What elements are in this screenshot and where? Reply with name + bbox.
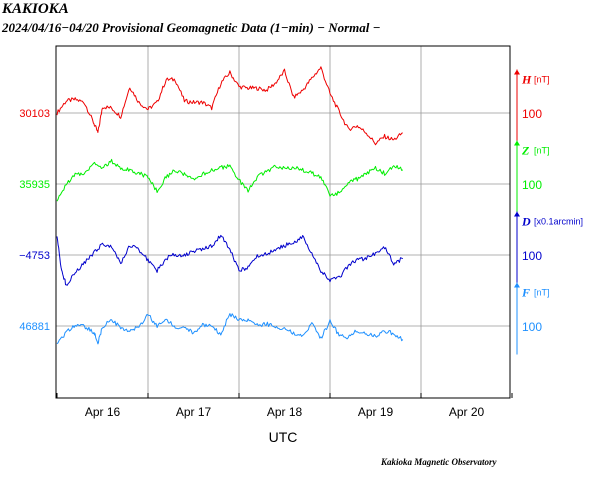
plot-frame (55, 45, 511, 399)
base-value-d: −4753 (19, 250, 50, 262)
unit-label-f: [nT] (534, 288, 550, 298)
series-line-d (56, 234, 403, 286)
x-axis-title: UTC (269, 429, 298, 445)
x-tick-label: Apr 16 (85, 405, 121, 419)
scale-arrow-icon (514, 211, 520, 217)
scale-arrow-icon (514, 140, 520, 146)
param-label-d: D (521, 215, 531, 229)
x-tick-label: Apr 20 (449, 405, 485, 419)
x-tick-label: Apr 17 (176, 405, 212, 419)
scale-arrow-icon (514, 282, 520, 288)
param-label-f: F (521, 286, 530, 300)
right-scale-axes (514, 69, 520, 355)
base-value-h: 30103 (19, 108, 50, 120)
x-tick-label: Apr 18 (267, 405, 303, 419)
unit-label-d: [x0.1arcmin] (534, 217, 583, 227)
scale-value-z: 100 (522, 178, 542, 192)
param-label-h: H (521, 73, 532, 87)
scale-value-d: 100 (522, 249, 542, 263)
scale-arrow-icon (514, 69, 520, 75)
unit-label-h: [nT] (534, 75, 550, 85)
chart-subtitle: 2024/04/16−04/20 Provisional Geomagnetic… (2, 20, 381, 35)
series-line-h (56, 66, 403, 146)
station-title: KAKIOKA (2, 1, 69, 17)
param-label-z: Z (521, 144, 530, 158)
series-line-f (56, 313, 404, 345)
x-axis-ticks: Apr 16 Apr 17 Apr 18 Apr 19 Apr 20 (56, 393, 513, 419)
grid-lines (56, 46, 510, 398)
unit-label-z: [nT] (534, 146, 550, 156)
base-value-z: 35935 (19, 179, 50, 191)
scale-value-h: 100 (522, 107, 542, 121)
x-tick-label: Apr 19 (358, 405, 394, 419)
scale-value-f: 100 (522, 320, 542, 334)
series-lines (56, 66, 404, 345)
series-line-z (56, 158, 404, 202)
base-value-f: 46881 (19, 321, 50, 333)
observatory-credit: Kakioka Magnetic Observatory (381, 457, 497, 467)
